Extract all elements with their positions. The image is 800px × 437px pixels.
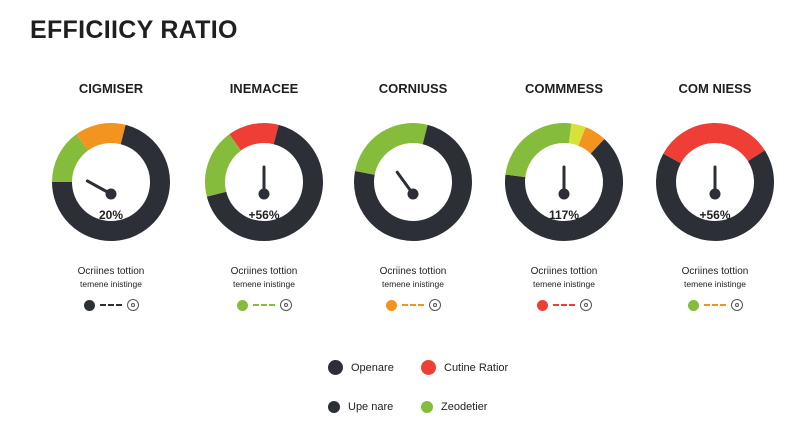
gauge-dial [354, 123, 472, 241]
mini-legend-dash [703, 304, 726, 306]
gauge-segment-4 [110, 124, 170, 241]
gauge-mini-legend [687, 299, 743, 311]
target-icon [126, 299, 139, 311]
caption-line-1: Ocriines tottion [77, 266, 145, 277]
gauge-3: CORNIUSS Ocriines tottion temene inistinge [338, 80, 488, 311]
legend-label: Upe nare [348, 401, 394, 413]
caption-line-1: Ocriines tottion [230, 266, 298, 277]
gauge-segment-1 [52, 181, 112, 241]
gauge-value-label: +56% [699, 208, 730, 222]
gauge-hub [558, 188, 570, 200]
gauge-mini-legend [83, 299, 139, 311]
gauge-title: CIGMISER [78, 81, 144, 96]
mini-legend-dash [401, 304, 424, 306]
gauge-title: COMMMESS [525, 81, 603, 96]
caption-line-1: Ocriines tottion [681, 266, 749, 277]
gauge-4: COMMMESS 117% Ocriines tottion temene inist… [489, 80, 639, 311]
gauge-hub [709, 188, 721, 200]
legend-swatch [328, 360, 343, 375]
gauge-hub [407, 188, 419, 200]
gauge-2: INEMACEE +56% Ocriines tottion temene inist… [189, 80, 339, 311]
gauge-title: INEMACEE [229, 81, 299, 96]
legend-swatch [421, 360, 436, 375]
gauge-segment-2 [205, 134, 242, 197]
gauge-segment-3 [714, 150, 774, 241]
gauge-value-label: +56% [248, 208, 279, 222]
gauge-segment-2 [355, 123, 428, 176]
gauge-mini-legend [536, 299, 592, 311]
gauge-hub [258, 188, 270, 200]
legend-swatch [328, 401, 340, 413]
gauge-caption: Ocriines tottion temene inistinge [231, 266, 298, 290]
target-icon [730, 299, 743, 311]
gauge-segment-1 [505, 174, 565, 241]
gauge-caption: Ocriines tottion temene inistinge [531, 266, 598, 290]
gauge-caption: Ocriines tottion temene inistinge [380, 266, 447, 290]
gauge-hub [105, 188, 117, 200]
caption-line-2: temene inistinge [382, 279, 444, 289]
gauge-value-label: 117% [549, 208, 579, 222]
gauge-segment-4 [577, 127, 605, 154]
gauge-segment-3 [229, 123, 279, 151]
legend-item-openare: Openare [328, 360, 394, 375]
caption-line-2: temene inistinge [684, 279, 746, 289]
target-icon [279, 299, 292, 311]
legend-item-zeodetier: Zeodetier [421, 401, 487, 413]
legend-label: Openare [351, 361, 394, 374]
gauge-title: CORNIUSS [378, 81, 448, 96]
legend-label: Cutine Ratior [444, 361, 509, 374]
gauge-segment-3 [76, 123, 126, 151]
caption-line-2: temene inistinge [533, 279, 595, 289]
gauge-segment-4 [263, 124, 323, 241]
caption-line-2: temene inistinge [80, 279, 142, 289]
mini-legend-dot [687, 299, 699, 311]
gauge-segment-1 [656, 153, 716, 241]
gauge-segment-2 [663, 123, 765, 164]
gauge-segment-5 [563, 138, 623, 241]
gauge-segment-2 [505, 123, 572, 178]
target-icon [579, 299, 592, 311]
legend-item-cutine-ratior: Cutine Ratior [421, 360, 508, 375]
mini-legend-dash [99, 304, 122, 306]
gauge-title: COM NIESS [678, 81, 752, 96]
gauge-segment-3 [412, 124, 472, 241]
gauge-caption: Ocriines tottion temene inistinge [682, 266, 749, 290]
legend-swatch [421, 401, 433, 413]
gauge-segment-1 [354, 170, 414, 241]
gauge-segment-2 [52, 134, 89, 183]
caption-line-1: Ocriines tottion [530, 266, 598, 277]
mini-legend-dot [385, 299, 397, 311]
target-icon [428, 299, 441, 311]
gauge-segment-3 [568, 123, 586, 146]
gauge-5: COM NIESS +56% Ocriines tottion temene inis… [640, 80, 790, 311]
legend-item-upe-nare: Upe nare [328, 401, 393, 413]
caption-line-2: temene inistinge [233, 279, 295, 289]
mini-legend-dot [236, 299, 248, 311]
gauge-caption: Ocriines tottion temene inistinge [78, 266, 145, 290]
gauge-dial: 117% [505, 123, 623, 241]
gauge-value-label: 20% [99, 208, 123, 222]
chart-title: EFFICIICY RATIO [30, 16, 238, 44]
mini-legend-dash [252, 304, 275, 306]
mini-legend-dot [83, 299, 95, 311]
gauge-segment-1 [206, 191, 265, 241]
gauge-1: CIGMISER 20% Ocriines tottion temene inisti… [36, 80, 186, 311]
gauge-mini-legend [385, 299, 441, 311]
legend-label: Zeodetier [441, 401, 488, 413]
gauge-dial: 20% [52, 123, 170, 241]
gauge-mini-legend [236, 299, 292, 311]
mini-legend-dash [552, 304, 575, 306]
gauge-dial: +56% [656, 123, 774, 241]
caption-line-1: Ocriines tottion [379, 266, 447, 277]
gauge-dial: +56% [205, 123, 323, 241]
mini-legend-dot [536, 299, 548, 311]
